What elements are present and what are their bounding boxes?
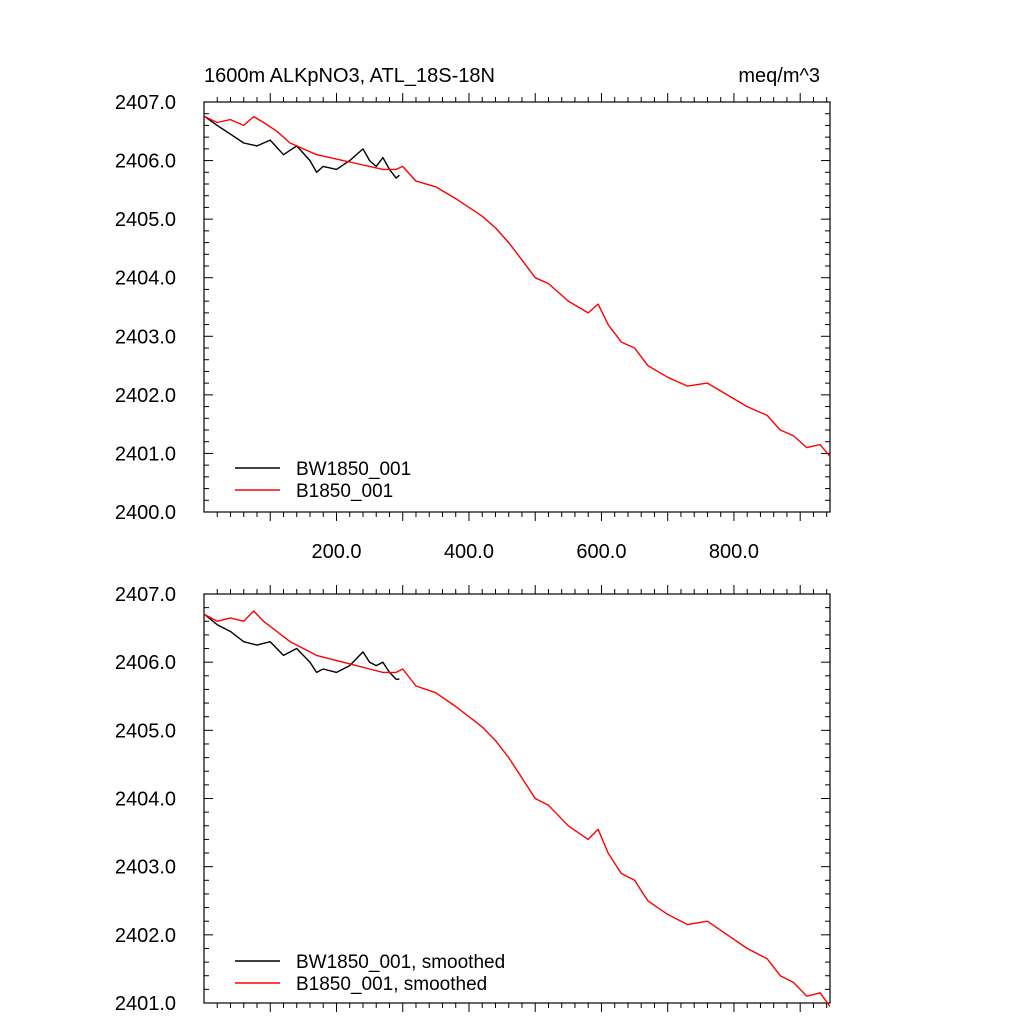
panel1-ytick-label: 2406.0 [115, 151, 176, 173]
panel2-series-line-bw [204, 613, 400, 680]
panel2-series-line-b [204, 610, 831, 1007]
panel1-series-line-b [204, 115, 831, 457]
panel1-legend-label-b: B1850_001 [296, 481, 393, 502]
panel1-series-line-bw [204, 116, 400, 179]
panel1-ytick-label: 2403.0 [115, 326, 176, 348]
panel1-ytick-label: 2402.0 [115, 385, 176, 407]
panel1-xtick-label: 400.0 [444, 541, 494, 563]
panel2-legend-label-b: B1850_001, smoothed [296, 974, 487, 995]
panel2-ytick-label: 2407.0 [115, 584, 176, 606]
panel1-ytick-label: 2401.0 [115, 443, 176, 465]
panel2-ytick-label: 2406.0 [115, 652, 176, 674]
panel1-xtick-label: 800.0 [709, 541, 759, 563]
panel1-ytick-label: 2400.0 [115, 502, 176, 524]
panel1-legend-label-bw: BW1850_001 [296, 459, 411, 480]
panel2-ytick-label: 2404.0 [115, 789, 176, 811]
panel1-plot-frame [203, 101, 831, 513]
panel2-ytick-label: 2402.0 [115, 925, 176, 947]
panel1-xtick-label: 200.0 [311, 541, 361, 563]
panel2-ytick-label: 2405.0 [115, 720, 176, 742]
panel2-ytick-label: 2401.0 [115, 993, 176, 1015]
panel2-ytick-label: 2403.0 [115, 857, 176, 879]
chart-title: 1600m ALKpNO3, ATL_18S-18N [204, 65, 495, 87]
panel1-xtick-label: 600.0 [576, 541, 626, 563]
units-label: meq/m^3 [738, 65, 820, 87]
panel1-ytick-label: 2404.0 [115, 268, 176, 290]
panel1-ytick-label: 2405.0 [115, 209, 176, 231]
panel1-ytick-label: 2407.0 [115, 92, 176, 114]
panel2-legend-label-bw: BW1850_001, smoothed [296, 952, 505, 973]
